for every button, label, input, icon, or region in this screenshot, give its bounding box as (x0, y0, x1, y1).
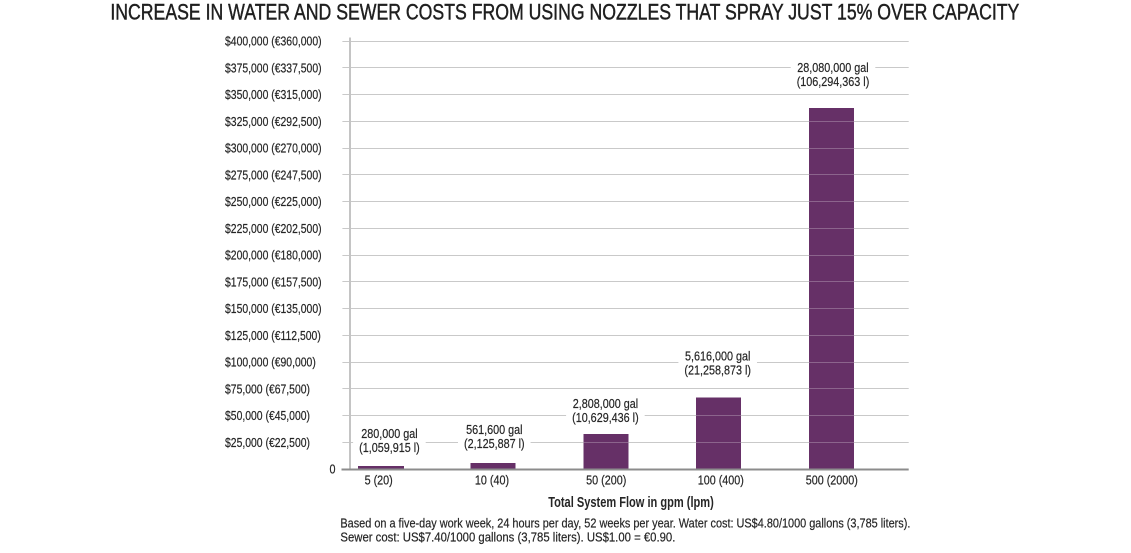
svg-text:2,808,000 gal: 2,808,000 gal (573, 396, 638, 411)
svg-text:561,600 gal: 561,600 gal (466, 422, 522, 437)
svg-text:$150,000 (€135,000): $150,000 (€135,000) (225, 301, 322, 316)
svg-text:$325,000 (€292,500): $325,000 (€292,500) (225, 114, 322, 129)
svg-text:$75,000 (€67,500): $75,000 (€67,500) (225, 381, 310, 396)
svg-text:Sewer cost: US$7.40/1000 gallo: Sewer cost: US$7.40/1000 gallons (3,785 … (340, 530, 675, 545)
svg-text:(106,294,363 l): (106,294,363 l) (797, 74, 870, 89)
svg-text:$100,000 (€90,000): $100,000 (€90,000) (225, 355, 316, 370)
svg-text:$125,000 (€112,500): $125,000 (€112,500) (225, 328, 321, 343)
svg-text:INCREASE IN WATER AND SEWER CO: INCREASE IN WATER AND SEWER COSTS FROM U… (110, 0, 1019, 25)
svg-text:10 (40): 10 (40) (475, 472, 509, 487)
svg-text:5 (20): 5 (20) (365, 472, 393, 487)
svg-text:Total System Flow in gpm (lpm): Total System Flow in gpm (lpm) (548, 494, 714, 511)
svg-text:$25,000 (€22,500): $25,000 (€22,500) (225, 435, 310, 450)
svg-text:500 (2000): 500 (2000) (806, 472, 858, 487)
svg-text:28,080,000 gal: 28,080,000 gal (797, 60, 868, 75)
svg-text:$250,000 (€225,000): $250,000 (€225,000) (225, 194, 322, 209)
svg-text:Based on a five-day work week,: Based on a five-day work week, 24 hours … (340, 516, 910, 531)
svg-text:(1,059,915 l): (1,059,915 l) (359, 440, 420, 455)
svg-text:$200,000 (€180,000): $200,000 (€180,000) (225, 248, 322, 263)
svg-text:(2,125,887 l): (2,125,887 l) (464, 436, 525, 451)
svg-text:100 (400): 100 (400) (698, 472, 744, 487)
svg-text:$300,000 (€270,000): $300,000 (€270,000) (225, 141, 322, 156)
svg-text:50 (200): 50 (200) (586, 472, 626, 487)
svg-text:$50,000 (€45,000): $50,000 (€45,000) (225, 408, 310, 423)
svg-text:0: 0 (330, 462, 336, 477)
svg-text:$275,000 (€247,500): $275,000 (€247,500) (225, 167, 322, 182)
svg-text:$400,000 (€360,000): $400,000 (€360,000) (225, 34, 322, 49)
svg-text:(21,258,873 l): (21,258,873 l) (684, 363, 751, 378)
svg-text:$350,000 (€315,000): $350,000 (€315,000) (225, 87, 322, 102)
svg-text:5,616,000 gal: 5,616,000 gal (685, 349, 750, 364)
svg-text:$375,000 (€337,500): $375,000 (€337,500) (225, 60, 322, 75)
svg-text:$225,000 (€202,500): $225,000 (€202,500) (225, 221, 322, 236)
svg-text:(10,629,436 l): (10,629,436 l) (572, 410, 639, 425)
svg-text:280,000 gal: 280,000 gal (361, 426, 417, 441)
svg-text:$175,000 (€157,500): $175,000 (€157,500) (225, 274, 322, 289)
